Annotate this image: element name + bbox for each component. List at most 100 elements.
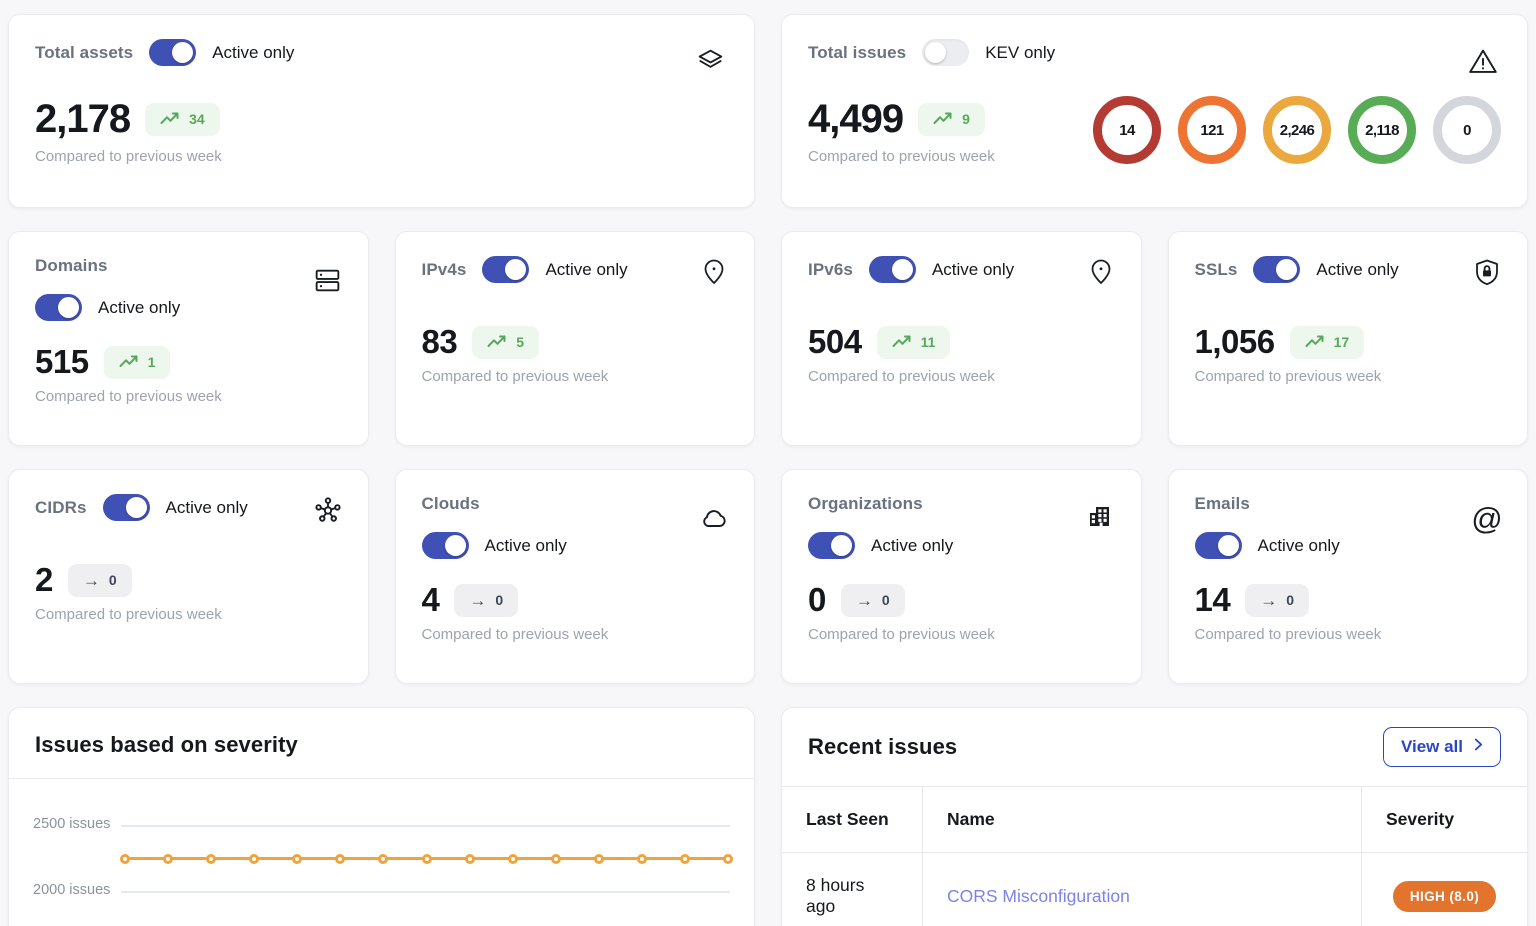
active-only-toggle[interactable] (35, 294, 82, 321)
asset-value: 0 (808, 581, 826, 618)
toggle-label: Active only (165, 497, 248, 517)
toggle-label: Active only (545, 259, 628, 279)
trend-up-icon (119, 354, 139, 371)
chart-marker (507, 853, 518, 864)
compared-label: Compared to previous week (1194, 367, 1382, 385)
asset-value: 4 (421, 581, 440, 618)
toggle-knob (58, 297, 79, 318)
total-assets-card: Total assets Active only 2,178 34 Compar… (8, 14, 755, 208)
recent-issues-card: Recent issues View all Last Seen Name Se… (781, 707, 1528, 926)
compared-label: Compared to previous week (421, 625, 609, 643)
total-assets-value: 2,178 (35, 97, 131, 141)
active-only-toggle[interactable] (1253, 256, 1301, 283)
chart-marker (120, 853, 130, 864)
severity-chart: 2500 issues 2000 issues (9, 779, 754, 926)
recent-issues-table: Last Seen Name Severity 8 hours ago CORS … (782, 786, 1527, 926)
flat-arrow-icon: → (855, 590, 873, 610)
asset-card-domains: Domains Active only 515 1 Compared to pr… (8, 231, 369, 446)
delta-badge: → 0 (454, 583, 519, 617)
severity-ring-high: 121 (1178, 96, 1246, 164)
asset-value: 2 (35, 561, 53, 598)
delta-badge: → 0 (1245, 583, 1310, 617)
trend-up-icon (892, 334, 912, 351)
server-icon (312, 264, 344, 296)
asset-card-ssls: SSLs Active only 1,056 17 Compared to pr… (1167, 231, 1528, 446)
issue-name-link[interactable]: CORS Misconfiguration (947, 885, 1130, 906)
flat-arrow-icon: → (1260, 590, 1278, 610)
toggle-label: Active only (931, 259, 1015, 279)
chart-marker (335, 853, 346, 864)
trend-up-icon (487, 334, 507, 351)
delta-badge: 9 (918, 102, 985, 136)
kev-only-toggle[interactable] (922, 39, 970, 66)
total-issues-card: Total issues KEV only 4,499 9 Compared t… (781, 14, 1528, 208)
toggle-knob (925, 42, 947, 63)
layers-icon (694, 45, 726, 77)
active-only-toggle[interactable] (149, 39, 197, 66)
toggle-label: Active only (1316, 259, 1399, 279)
asset-card-ipv6s: IPv6s Active only 504 11 Compared to pre… (781, 231, 1142, 446)
toggle-label: Active only (484, 535, 567, 555)
toggle-knob (505, 259, 527, 280)
active-only-toggle[interactable] (421, 532, 469, 559)
delta-badge: 11 (876, 325, 951, 359)
total-issues-value: 4,499 (808, 97, 904, 141)
active-only-toggle[interactable] (482, 256, 530, 283)
cloud-icon (698, 502, 730, 534)
delta-badge: 5 (472, 325, 540, 359)
asset-card-cidrs: CIDRs Active only 2 → 0 Compared to previ… (8, 469, 369, 684)
network-hub-icon (312, 494, 344, 526)
asset-card-clouds: Clouds Active only 4 → 0 Compared to prev… (394, 469, 755, 684)
asset-value: 83 (421, 323, 458, 360)
toggle-knob (1217, 535, 1239, 556)
asset-card-organizations: Organizations Active only 0 → 0 Compared … (781, 469, 1142, 684)
card-title: Organizations (808, 494, 923, 513)
compared-label: Compared to previous week (808, 367, 995, 385)
card-title: Domains (35, 256, 108, 275)
toggle-knob (172, 42, 194, 63)
chart-marker (292, 853, 303, 864)
compared-label: Compared to previous week (35, 387, 222, 405)
compared-label: Compared to previous week (35, 605, 222, 623)
active-only-toggle[interactable] (868, 256, 916, 283)
asset-value: 1,056 (1194, 323, 1276, 360)
active-only-toggle[interactable] (102, 494, 150, 521)
toggle-label: Active only (98, 297, 181, 317)
severity-ring-critical: 14 (1093, 96, 1161, 164)
issues-severity-card: Issues based on severity 2500 issues 200… (8, 707, 755, 926)
card-title: CIDRs (35, 497, 87, 517)
severity-rings: 14 121 2,246 2,118 0 (1093, 96, 1501, 164)
card-title: IPv6s (808, 259, 853, 279)
active-only-toggle[interactable] (808, 532, 855, 559)
chart-marker (679, 853, 690, 864)
toggle-label: KEV only (985, 42, 1056, 62)
issue-severity-cell: HIGH (8.0) (1361, 852, 1527, 926)
chart-marker (593, 853, 604, 864)
compared-label: Compared to previous week (808, 625, 995, 643)
delta-badge: → 0 (67, 563, 132, 597)
card-title: Total assets (35, 42, 134, 62)
alert-triangle-icon (1467, 45, 1499, 77)
chart-title: Issues based on severity (35, 732, 298, 757)
y-tick-2500: 2500 issues (33, 816, 111, 832)
view-all-button[interactable]: View all (1382, 727, 1501, 767)
asset-value: 515 (35, 343, 89, 380)
chart-marker (723, 853, 733, 864)
delta-badge: 17 (1289, 325, 1365, 359)
asset-card-emails: Emails Active only @ 14 → 0 Compared to p… (1167, 469, 1528, 684)
shield-lock-icon (1471, 256, 1503, 288)
active-only-toggle[interactable] (1194, 532, 1242, 559)
card-title: Clouds (421, 494, 480, 513)
severity-ring-low: 2,118 (1348, 96, 1416, 164)
chart-marker (464, 853, 475, 864)
issue-name-cell: CORS Misconfiguration (922, 852, 1361, 926)
issue-last-seen: 8 hours ago (782, 852, 922, 926)
toggle-label: Active only (212, 42, 295, 62)
toggle-label: Active only (1257, 535, 1340, 555)
compared-label: Compared to previous week (1194, 625, 1382, 643)
column-header-last-seen: Last Seen (806, 809, 889, 829)
chart-marker (249, 853, 260, 864)
column-header-severity: Severity (1361, 787, 1527, 852)
toggle-knob (125, 497, 147, 518)
at-sign-icon: @ (1471, 500, 1503, 536)
